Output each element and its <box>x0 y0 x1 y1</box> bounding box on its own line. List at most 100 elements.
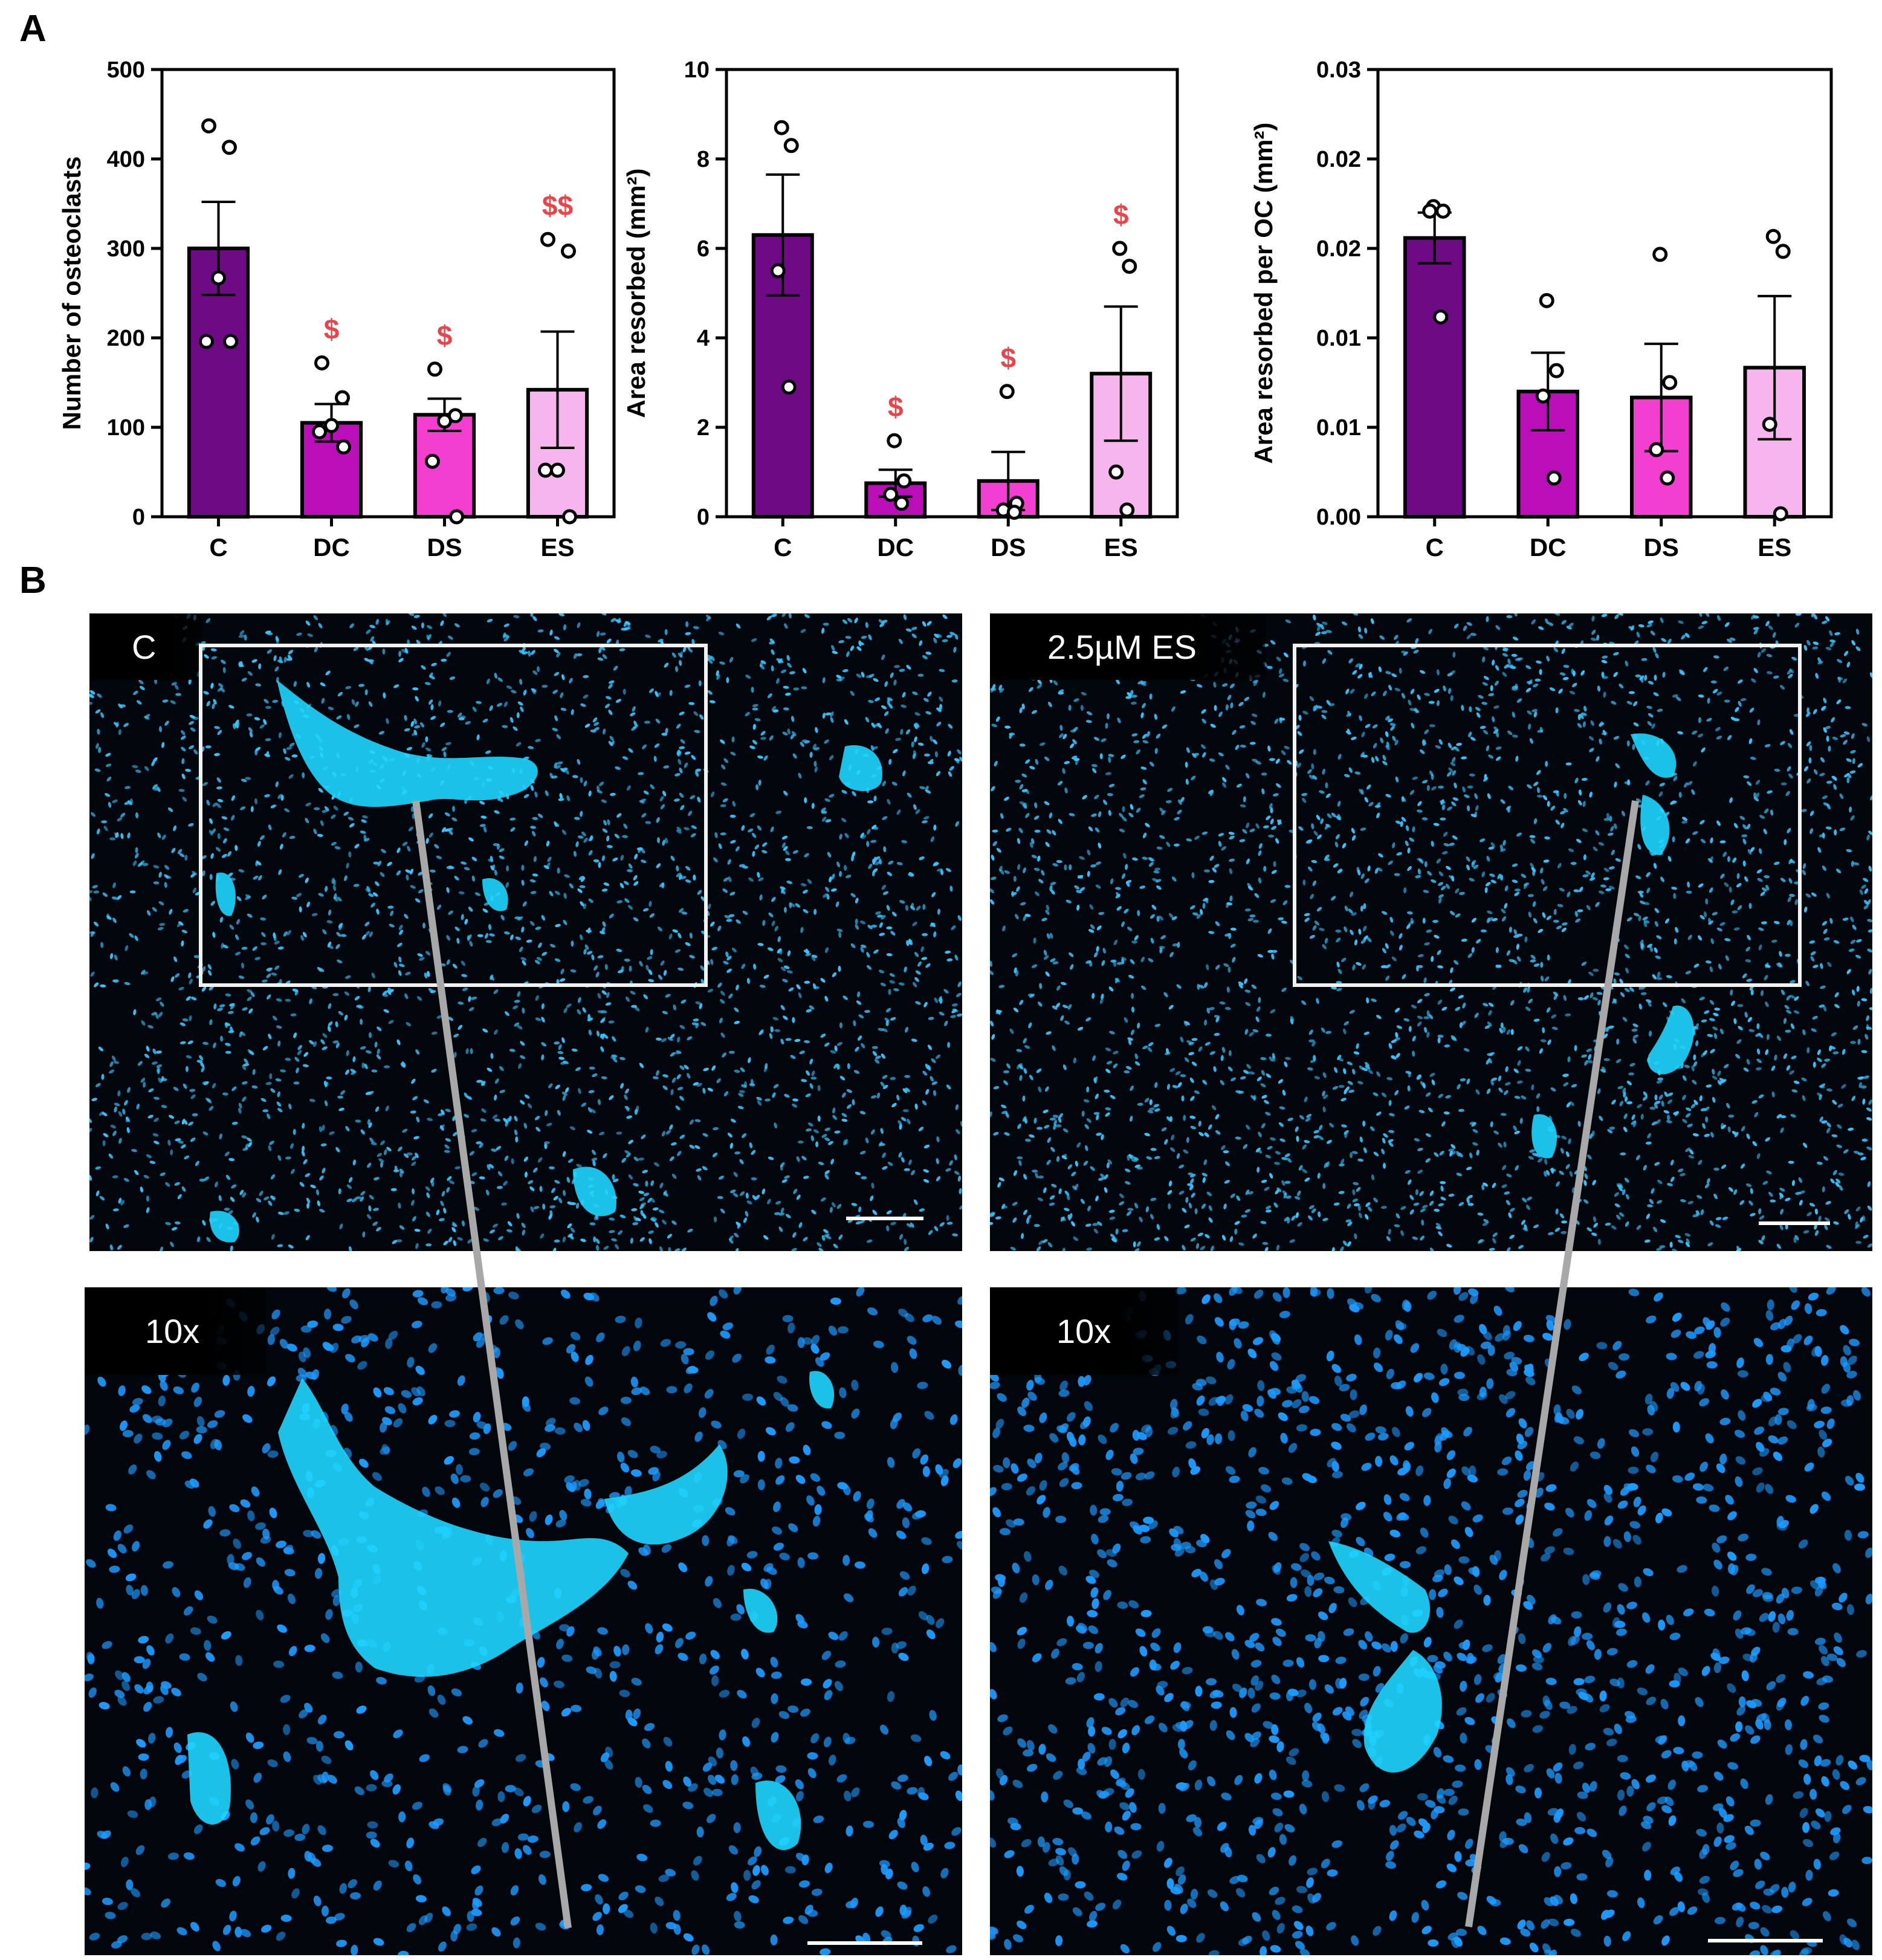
micrograph-control: C <box>89 613 962 1251</box>
x-tick-label: DC <box>1530 533 1567 561</box>
data-point <box>427 361 442 377</box>
data-point <box>538 462 553 478</box>
data-point <box>1122 259 1137 274</box>
micrograph-label-10x: 10x <box>990 1287 1177 1375</box>
data-point <box>1006 505 1022 520</box>
y-tick-label: 300 <box>107 236 145 262</box>
y-tick-label: 6 <box>697 236 710 262</box>
y-tick-label: 0.02 <box>1316 236 1361 262</box>
data-point <box>883 487 899 502</box>
scale-bar <box>1708 1939 1823 1942</box>
data-point <box>314 355 329 370</box>
cell-field <box>990 613 1872 1251</box>
data-point <box>425 453 440 469</box>
data-point <box>336 439 351 455</box>
y-tick-label: 0 <box>132 505 145 530</box>
data-point <box>1660 470 1675 486</box>
data-point <box>1435 203 1451 219</box>
data-point <box>1548 363 1564 378</box>
data-point <box>1652 247 1668 262</box>
x-tick-label: DC <box>877 533 914 561</box>
x-tick-label: ES <box>1758 533 1791 561</box>
data-point <box>1422 203 1438 219</box>
data-point <box>324 418 339 433</box>
y-tick-label: 0 <box>697 505 710 530</box>
significance-marker: $ <box>437 320 453 351</box>
data-point <box>1108 464 1124 480</box>
data-point <box>781 379 797 395</box>
plot-frame <box>1376 68 1833 519</box>
data-point <box>783 138 799 154</box>
micrograph-label-10x: 10x <box>85 1287 266 1375</box>
data-point <box>1119 502 1135 518</box>
y-tick-label: 2 <box>697 415 710 441</box>
data-point <box>449 509 464 525</box>
data-point <box>894 496 910 511</box>
y-tick-label: 0.02 <box>1316 147 1361 172</box>
cell-field <box>990 1287 1872 1955</box>
data-point <box>896 473 912 489</box>
y-tick-label: 400 <box>107 147 145 172</box>
data-point <box>770 263 786 279</box>
cell-field <box>85 1287 962 1955</box>
y-axis-label: Area resorbed (mm²) <box>622 168 650 418</box>
data-point <box>550 462 565 478</box>
data-point <box>199 334 214 349</box>
x-tick-label: C <box>1426 533 1444 561</box>
data-point <box>312 424 327 439</box>
y-tick-label: 0.01 <box>1316 326 1361 351</box>
y-axis-label: Number of osteoclasts <box>57 157 86 430</box>
data-point <box>562 509 577 525</box>
y-tick-label: 10 <box>684 57 710 83</box>
y-tick-label: 500 <box>107 57 145 83</box>
data-point <box>887 433 902 448</box>
scale-bar <box>1759 1221 1830 1225</box>
panel-label-a: A <box>19 8 47 50</box>
chart-3: 0.00 0.01 0.01 0.02 0.02 0.03 Area resorbed pe… <box>1249 57 1833 561</box>
x-tick-label: DS <box>427 533 462 561</box>
panel-label-b: B <box>19 560 47 601</box>
x-tick-label: ES <box>1104 533 1138 561</box>
micrograph-es-10x: 10x <box>990 1287 1872 1955</box>
y-tick-label: 4 <box>697 326 710 351</box>
x-tick-label: DC <box>313 533 350 561</box>
scale-bar <box>807 1941 922 1945</box>
significance-marker: $ <box>1113 199 1129 230</box>
data-point <box>999 384 1015 399</box>
data-point <box>223 334 238 349</box>
data-point <box>437 413 452 429</box>
significance-marker: $ <box>888 391 904 422</box>
chart-2: 0 2 4 6 8 10 Area resorbed (mm²) C DC $ DS $ ES $ <box>622 57 1179 561</box>
y-tick-label: 200 <box>107 326 145 351</box>
chart-1: 0 100 200 300 400 500 Number of osteoclasts C DC… <box>57 57 616 561</box>
cell-field <box>89 613 962 1251</box>
significance-marker: $ <box>324 313 340 344</box>
x-tick-label: C <box>774 533 792 561</box>
data-point <box>1773 506 1788 522</box>
micrograph-label-control: C <box>89 613 201 680</box>
data-point <box>1765 228 1781 244</box>
data-point <box>1662 375 1678 390</box>
data-point <box>540 231 555 247</box>
data-point <box>774 120 789 135</box>
plot-frame <box>725 68 1179 519</box>
micrograph-label-es: 2.5µM ES <box>990 613 1265 680</box>
y-axis-label: Area resorbed per OC (mm²) <box>1249 123 1278 464</box>
micrograph-es: 2.5µM ES <box>990 613 1872 1251</box>
data-point <box>222 140 237 155</box>
data-point <box>1112 241 1128 256</box>
x-tick-label: ES <box>540 533 574 561</box>
x-tick-label: DS <box>1644 533 1679 561</box>
data-point <box>1775 244 1791 259</box>
data-point <box>1762 416 1777 432</box>
data-point <box>1433 309 1449 325</box>
data-point <box>561 243 576 259</box>
y-tick-label: 8 <box>697 147 710 172</box>
scale-bar <box>846 1217 923 1220</box>
data-point <box>1535 388 1551 404</box>
y-tick-label: 0.03 <box>1316 57 1361 83</box>
significance-marker: $ <box>1000 342 1016 374</box>
y-tick-label: 0.00 <box>1316 505 1361 530</box>
data-point <box>211 270 226 286</box>
